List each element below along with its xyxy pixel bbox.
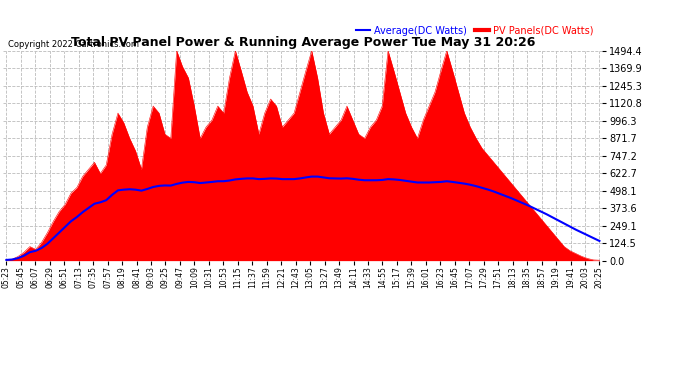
Legend: Average(DC Watts), PV Panels(DC Watts): Average(DC Watts), PV Panels(DC Watts)	[352, 22, 598, 40]
Title: Total PV Panel Power & Running Average Power Tue May 31 20:26: Total PV Panel Power & Running Average P…	[70, 36, 535, 50]
Text: Copyright 2022 Cartronics.com: Copyright 2022 Cartronics.com	[8, 40, 139, 49]
